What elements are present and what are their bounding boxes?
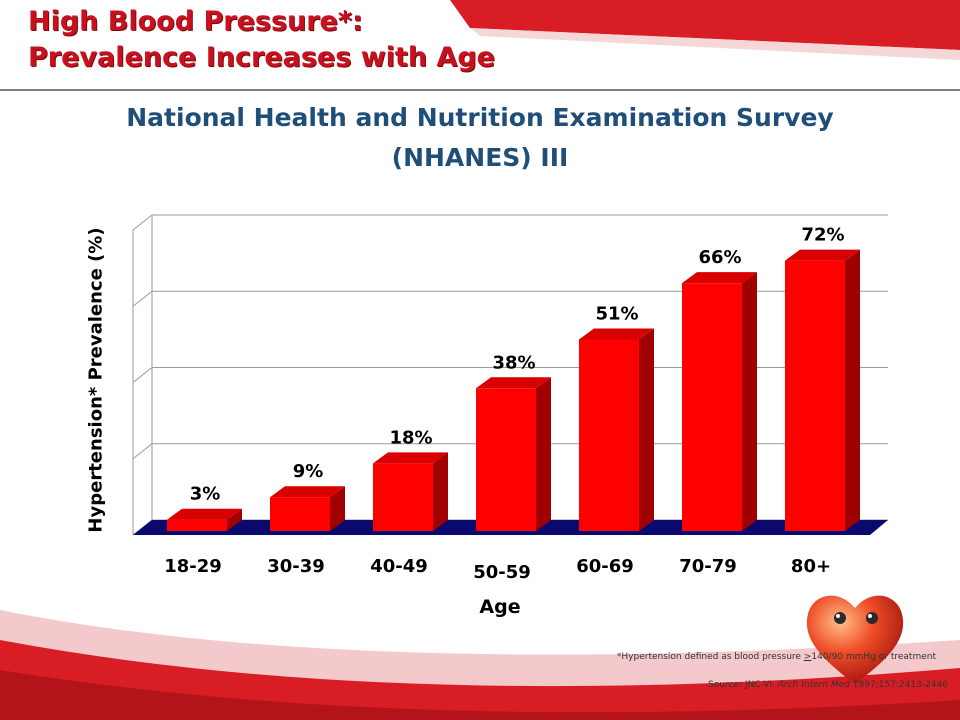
bar-top (785, 249, 860, 261)
bar-front (373, 463, 433, 531)
data-label: 66% (698, 247, 741, 268)
x-tick-label: 70-79 (679, 556, 737, 577)
bar-60-69 (579, 328, 654, 531)
gridline-side (132, 367, 153, 383)
data-label: 72% (801, 225, 844, 246)
bar-top (579, 328, 654, 340)
bar-side (742, 272, 757, 531)
slide-title: High Blood Pressure*: Prevalence Increas… (28, 4, 495, 76)
bar-80+ (785, 249, 860, 531)
x-tick-label: 30-39 (267, 556, 325, 577)
bar-side (536, 377, 551, 531)
gridline-side (132, 290, 153, 307)
bar-top (373, 452, 448, 464)
bar-50-59 (476, 377, 551, 531)
footnote-ge-symbol: > (803, 652, 812, 662)
bar-front (476, 388, 536, 531)
x-tick-label: 40-49 (370, 556, 428, 577)
slide-title-line-2: Prevalence Increases with Age (28, 42, 495, 73)
bar-top (167, 508, 242, 520)
source-prefix: Source: JNC-VI. (708, 680, 778, 690)
subtitle-line-1: National Health and Nutrition Examinatio… (126, 103, 834, 132)
data-label: 51% (595, 303, 638, 324)
heart-mascot-icon (806, 595, 904, 684)
x-axis-label: Age (479, 596, 520, 618)
bar-18-29 (167, 508, 242, 531)
source-citation: Source: JNC-VI. Arch Intern Med 1997;157… (708, 680, 948, 690)
subtitle-line-2: (NHANES) III (391, 143, 569, 172)
top-red-swoosh (450, 0, 960, 50)
bar-front (167, 519, 227, 531)
bar-side (433, 452, 448, 531)
bar-side (227, 508, 242, 531)
data-label: 9% (293, 461, 324, 482)
data-label: 3% (190, 484, 221, 505)
bar-30-39 (270, 486, 345, 531)
data-label: 38% (492, 352, 535, 373)
bar-front (270, 497, 330, 531)
y-axis-label: Hypertension* Prevalence (%) (85, 227, 107, 533)
bar-top (270, 486, 345, 498)
bar-top (476, 377, 551, 389)
bar-side (330, 486, 345, 531)
bar-front (785, 260, 845, 531)
x-tick-label: 18-29 (164, 556, 222, 577)
top-pink-swoosh (470, 28, 960, 60)
bar-front (579, 339, 639, 531)
footnote-suffix: 140/90 mmHg or treatment (811, 652, 936, 662)
bar-top (682, 272, 757, 284)
source-journal: Arch Intern Med (777, 680, 850, 690)
chart-subtitle: National Health and Nutrition Examinatio… (0, 98, 960, 178)
bar-40-49 (373, 452, 448, 531)
x-tick-label: 50-59 (473, 562, 531, 583)
source-suffix: 1997;157:2413-2446 (849, 680, 948, 690)
bar-side (639, 328, 654, 531)
x-tick-label: 60-69 (576, 556, 634, 577)
bar-side (845, 249, 860, 531)
gridline-side (132, 443, 153, 460)
footnote-prefix: *Hypertension defined as blood pressure (616, 652, 804, 662)
gridline-side (132, 214, 153, 231)
bar-70-79 (682, 272, 757, 531)
slide-title-line-1: High Blood Pressure*: (28, 6, 363, 37)
data-label: 18% (389, 427, 432, 448)
bottom-dark-swoosh (0, 670, 960, 720)
footnote: *Hypertension defined as blood pressure … (617, 652, 936, 662)
bar-front (682, 283, 742, 531)
x-tick-label: 80+ (791, 556, 831, 577)
